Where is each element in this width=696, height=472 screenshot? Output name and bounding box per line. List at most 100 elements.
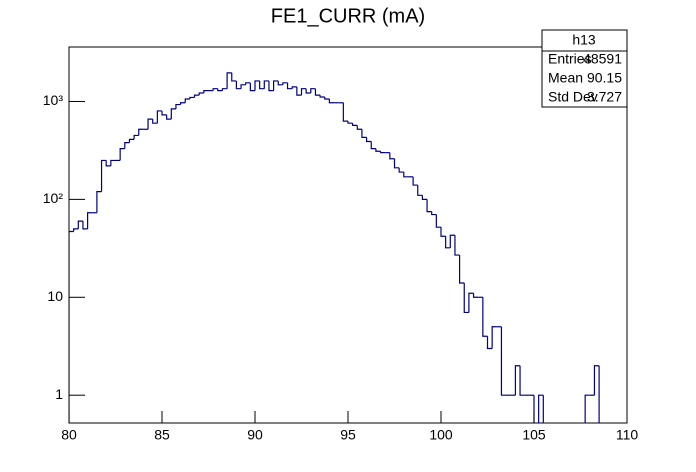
x-tick-label: 85	[154, 427, 170, 443]
histogram-bin	[82, 221, 88, 230]
histogram-bin	[435, 214, 441, 228]
histogram-bin	[449, 234, 455, 248]
histogram-bin	[184, 98, 190, 103]
histogram-bin	[254, 80, 260, 91]
histogram-bin	[431, 211, 437, 216]
histogram-bin	[440, 227, 446, 237]
histogram-bin	[119, 148, 125, 161]
histogram-bin	[352, 123, 358, 126]
x-tick-label: 100	[429, 427, 453, 443]
histogram-bin	[389, 152, 395, 160]
histogram-bin	[356, 125, 362, 130]
histogram-bin	[231, 72, 237, 82]
histogram-bin	[445, 236, 451, 249]
histogram-bin	[128, 138, 135, 143]
histogram-bin	[96, 191, 102, 213]
histogram-bin	[217, 88, 223, 92]
stats-label: Std Dev	[548, 89, 598, 105]
histogram-bin	[366, 137, 372, 143]
histogram-bin	[69, 230, 74, 423]
histogram-bin	[468, 292, 474, 313]
histogram-bin	[124, 142, 130, 149]
histogram-bin	[286, 82, 293, 90]
histogram-bin	[203, 90, 209, 94]
histogram-bin	[393, 158, 400, 169]
histogram-bin	[263, 80, 269, 89]
histogram-bin	[519, 365, 525, 396]
histogram	[69, 72, 600, 423]
histogram-bin	[375, 148, 381, 152]
histogram-bin	[379, 151, 386, 154]
histogram-bin	[268, 80, 274, 92]
histogram-bin	[249, 82, 255, 92]
stats-value: 3.727	[587, 89, 622, 105]
histogram-bin	[514, 365, 521, 396]
histogram-bin	[105, 160, 111, 167]
histogram-bin	[77, 220, 83, 229]
histogram-bin	[273, 80, 279, 91]
histogram-bin	[598, 365, 600, 423]
histogram-bin	[500, 326, 507, 396]
histogram-bin	[226, 72, 232, 89]
histogram-bin	[100, 159, 107, 192]
x-tick-label: 95	[340, 427, 356, 443]
histogram-bin	[398, 167, 404, 173]
histogram-bin	[324, 97, 330, 100]
histogram-bin	[282, 82, 288, 85]
histogram-bin	[421, 195, 428, 200]
histogram-bin	[347, 121, 353, 124]
histogram-bin	[459, 255, 465, 284]
histogram-bin	[221, 88, 228, 91]
y-tick-label: 10	[47, 288, 63, 304]
histogram-bin	[472, 293, 479, 298]
histogram-bin	[342, 102, 348, 122]
histogram-bin	[310, 88, 316, 94]
histogram-bin	[133, 134, 139, 140]
histogram-bin	[180, 102, 186, 105]
histogram-bin	[166, 114, 172, 120]
stats-title: h13	[572, 32, 596, 48]
histogram-bin	[175, 103, 181, 109]
histogram-bin	[370, 141, 376, 150]
histogram-bin	[87, 212, 93, 229]
histogram-bin	[426, 199, 432, 213]
histogram-bin	[245, 82, 251, 85]
x-tick-label: 110	[616, 427, 639, 443]
histogram-bin	[147, 118, 153, 130]
histogram-bin	[319, 95, 325, 98]
histogram-bin	[491, 326, 497, 349]
histogram-bin	[259, 80, 265, 90]
histogram-bin	[212, 88, 218, 91]
histogram-bin	[170, 108, 176, 120]
y-tick-label: 1	[55, 386, 63, 402]
histogram-bin	[73, 228, 79, 232]
histogram-bin	[193, 94, 200, 98]
histogram-bin	[305, 88, 311, 94]
histogram-bin	[328, 98, 335, 104]
histogram-bin	[538, 394, 544, 423]
histogram-bin	[198, 92, 204, 96]
histogram-bin	[156, 110, 162, 124]
histogram-bin	[300, 88, 307, 96]
histogram-bin	[417, 185, 423, 196]
histogram-bin	[161, 110, 167, 116]
histogram-bin	[412, 176, 418, 186]
histogram-bin	[533, 395, 535, 423]
histogram-bin	[189, 96, 195, 99]
x-tick-label: 80	[61, 427, 77, 443]
x-tick-label: 105	[522, 427, 546, 443]
histogram-bin	[314, 88, 321, 96]
x-tick-label: 90	[247, 427, 263, 443]
stats-value: 90.15	[587, 70, 622, 86]
histogram-bin	[593, 365, 600, 396]
histogram-bin	[584, 394, 590, 423]
stats-value: 48591	[583, 51, 622, 67]
histogram-bin	[110, 159, 116, 166]
histogram-bin	[152, 119, 158, 124]
histogram-bin	[277, 80, 283, 86]
chart-title: FE1_CURR (mA)	[271, 5, 425, 27]
histogram-bin	[454, 235, 460, 256]
